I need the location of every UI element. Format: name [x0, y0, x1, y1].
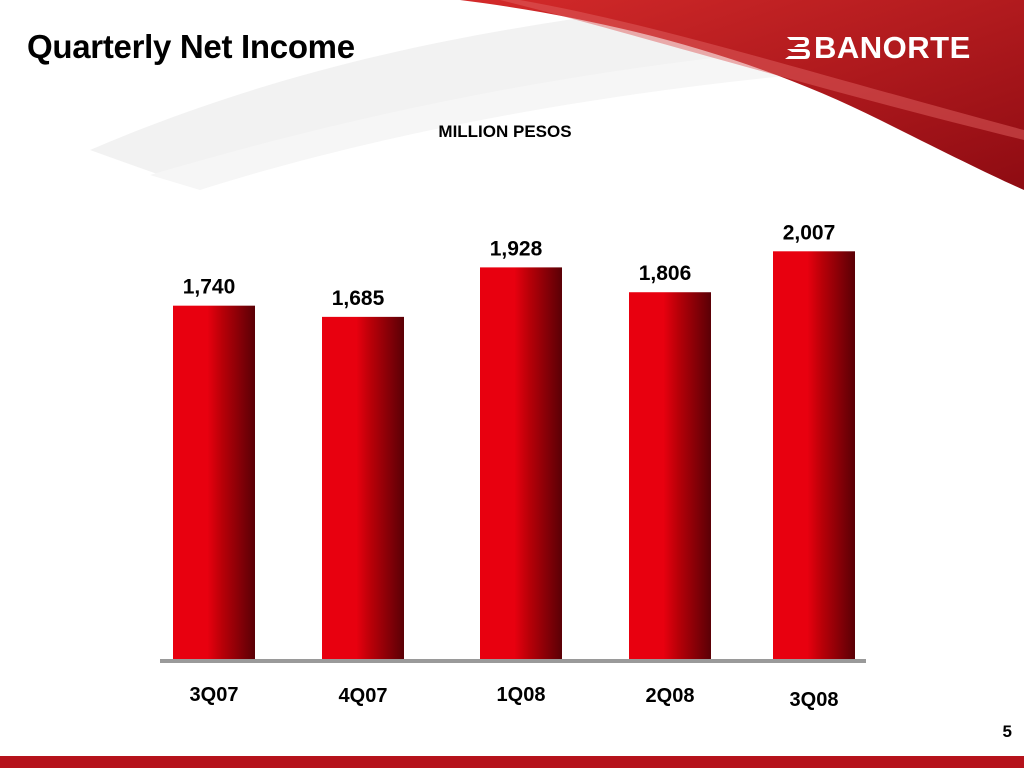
value-label-1q08: 1,928 [490, 237, 543, 260]
category-label-3q07: 3Q07 [190, 684, 239, 706]
slide-title: Quarterly Net Income [27, 28, 355, 65]
category-label-2q08: 2Q08 [646, 685, 695, 707]
bars-group [173, 251, 855, 660]
category-labels-group: 3Q07 4Q07 1Q08 2Q08 3Q08 [190, 684, 839, 711]
value-label-4q07: 1,685 [332, 287, 385, 310]
chart-subtitle: MILLION PESOS [438, 122, 571, 141]
bar-3q07 [173, 305, 255, 660]
banorte-mark-icon [785, 37, 810, 59]
page-number: 5 [1002, 722, 1012, 741]
value-label-2q08: 1,806 [639, 262, 692, 285]
bar-4q07 [322, 316, 404, 660]
category-label-4q07: 4Q07 [339, 685, 388, 707]
value-label-3q08: 2,007 [783, 221, 836, 244]
value-label-3q07: 1,740 [183, 276, 236, 299]
bar-3q08 [773, 251, 855, 660]
category-label-3q08: 3Q08 [790, 689, 839, 711]
bar-1q08 [480, 267, 562, 660]
value-labels-group: 1,740 1,685 1,928 1,806 2,007 [183, 221, 836, 310]
header-swoosh [90, 0, 1024, 190]
footer-stripe [0, 756, 1024, 768]
brand-wordmark: BANORTE [814, 30, 971, 65]
banorte-logo: BANORTE [784, 30, 1022, 66]
bar-2q08 [629, 292, 711, 660]
category-label-1q08: 1Q08 [497, 684, 546, 706]
